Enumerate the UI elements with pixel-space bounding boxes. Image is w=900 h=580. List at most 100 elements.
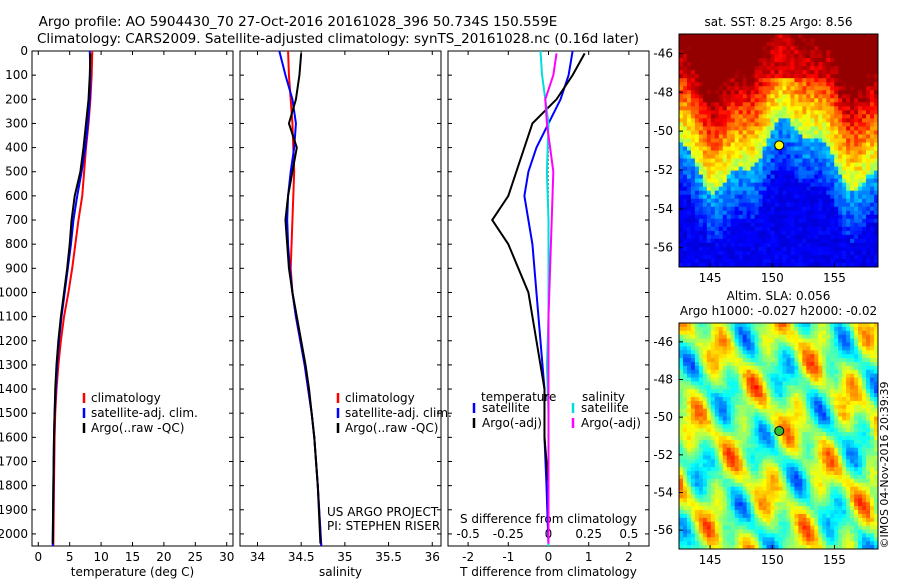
map-cell xyxy=(814,166,819,172)
map-cell xyxy=(858,194,863,200)
map-cell xyxy=(850,58,855,63)
map-cell xyxy=(834,110,839,115)
map-cell xyxy=(854,50,859,55)
map-cell xyxy=(838,150,843,156)
map-cell xyxy=(710,451,716,457)
map-cell xyxy=(679,369,684,375)
map-cell xyxy=(782,190,788,196)
map-cell xyxy=(726,90,732,95)
map-cell xyxy=(810,162,815,168)
map-cell xyxy=(686,170,692,176)
map-cell xyxy=(802,498,807,503)
map-cell xyxy=(782,361,788,367)
map-cell xyxy=(710,94,716,99)
map-cell xyxy=(818,34,823,39)
map-cell xyxy=(846,202,851,208)
map-cell xyxy=(766,400,772,406)
map-cell xyxy=(810,262,815,267)
map-cell xyxy=(770,393,776,398)
map-cell xyxy=(794,42,799,47)
map-cell xyxy=(714,234,720,240)
map-cell xyxy=(706,510,712,515)
map-cell xyxy=(826,218,831,224)
map-cell xyxy=(802,262,807,267)
map-cell xyxy=(850,66,855,71)
map-cell xyxy=(810,498,815,503)
map-cell xyxy=(762,513,768,519)
map-cell xyxy=(734,162,740,168)
map-cell xyxy=(786,365,792,371)
map-cell xyxy=(714,358,720,363)
map-cell xyxy=(790,400,796,406)
map-cell xyxy=(742,537,748,542)
map-cell xyxy=(706,102,712,107)
map-cell xyxy=(782,206,788,212)
map-cell xyxy=(690,130,696,136)
map-cell xyxy=(790,170,796,176)
map-cell xyxy=(782,354,788,359)
map-cell xyxy=(690,404,696,410)
map-cell xyxy=(790,358,796,363)
map-cell xyxy=(842,162,847,168)
map-cell xyxy=(778,420,784,425)
map-cell xyxy=(742,142,748,148)
map-cell xyxy=(778,471,784,476)
map-cell xyxy=(754,389,760,394)
map-cell xyxy=(738,262,744,267)
map-cell xyxy=(710,142,716,148)
map-cell xyxy=(758,210,764,216)
map-cell xyxy=(798,94,803,99)
map-cell xyxy=(826,126,831,132)
map-cell xyxy=(810,486,815,492)
map-cell xyxy=(758,206,764,212)
map-cell xyxy=(786,350,792,355)
map-cell xyxy=(762,529,768,535)
map-cell xyxy=(682,114,688,119)
map-cell xyxy=(810,170,815,176)
map-cell xyxy=(714,238,720,244)
map-cell xyxy=(786,432,792,437)
map-cell xyxy=(746,365,752,371)
map-cell xyxy=(714,210,720,216)
map-cell xyxy=(730,346,736,351)
map-cell xyxy=(750,230,756,236)
map-cell xyxy=(778,416,784,422)
map-cell xyxy=(710,86,716,91)
map-cell xyxy=(802,122,807,127)
map-cell xyxy=(754,408,760,414)
map-cell xyxy=(858,102,863,107)
map-cell xyxy=(682,502,688,507)
map-cell xyxy=(754,190,760,196)
map-cell xyxy=(858,182,863,188)
map-cell xyxy=(698,393,704,398)
map-cell xyxy=(750,432,756,437)
map-cell xyxy=(718,50,724,55)
map-cell xyxy=(682,330,688,336)
map-cell xyxy=(726,126,732,132)
map-cell xyxy=(738,541,744,546)
map-cell xyxy=(818,90,823,95)
map-cell xyxy=(818,471,823,476)
map-cell xyxy=(750,214,756,220)
map-cell xyxy=(762,250,768,256)
map-cell xyxy=(806,467,811,472)
map-cell xyxy=(682,250,688,256)
map-cell xyxy=(734,537,740,542)
map-cell xyxy=(778,369,784,375)
map-cell xyxy=(710,234,716,240)
map-cell xyxy=(698,46,704,51)
map-cell xyxy=(722,238,728,244)
map-cell xyxy=(818,118,823,123)
map-cell xyxy=(786,474,792,480)
map-cell xyxy=(714,218,720,224)
map-cell xyxy=(758,342,764,347)
map-cell xyxy=(746,510,752,515)
map-cell xyxy=(758,122,764,127)
map-cell xyxy=(742,62,748,67)
map-cell xyxy=(754,432,760,437)
map-cell xyxy=(694,250,700,256)
map-cell xyxy=(770,416,776,422)
map-cell xyxy=(714,134,720,140)
map-cell xyxy=(862,102,867,107)
map-cell xyxy=(690,258,696,264)
